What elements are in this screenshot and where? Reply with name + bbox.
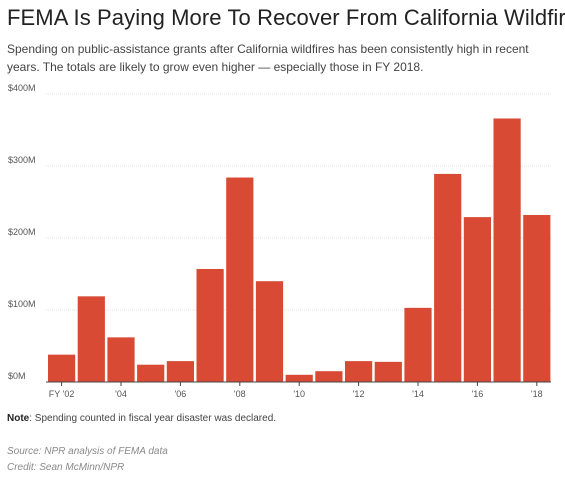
x-tick-label: '12: [353, 389, 365, 399]
bar-'03: [77, 296, 105, 382]
x-tick-label: '16: [472, 389, 484, 399]
y-axis-labels: $0M $100M $200M $300M $400M: [8, 83, 36, 381]
bar-'13: [374, 361, 402, 382]
bars: [46, 118, 551, 383]
bar-'14: [404, 307, 432, 382]
bar-FY '02: [48, 354, 76, 382]
x-tick-label: '10: [293, 389, 305, 399]
chart-note: Note: Spending counted in fiscal year di…: [7, 413, 276, 424]
x-axis-labels: FY '02 '04 '06 '08 '10 '12 '14 '16 '18: [49, 389, 543, 399]
bar-'18: [523, 214, 551, 382]
x-tick-label: '14: [412, 389, 424, 399]
bar-'11: [315, 371, 343, 382]
x-tick-label: '06: [175, 389, 187, 399]
bar-'08: [226, 177, 254, 382]
bar-'12: [345, 361, 373, 382]
chart-credit: Credit: Sean McMinn/NPR: [7, 462, 125, 473]
x-axis-ticks: [61, 382, 538, 386]
bar-'10: [285, 374, 313, 382]
x-tick-label: '08: [234, 389, 246, 399]
bar-'16: [463, 217, 491, 382]
bar-chart: $0M $100M $200M $300M $400M FY '02 '04 '06 '08 '…: [8, 83, 551, 399]
bar-'05: [137, 364, 165, 382]
y-tick-label: $200M: [8, 227, 36, 237]
x-tick-label: '18: [531, 389, 543, 399]
bar-'07: [196, 268, 224, 382]
bar-'17: [493, 118, 521, 383]
chart-source: Source: NPR analysis of FEMA data: [7, 446, 168, 457]
y-tick-label: $300M: [8, 155, 36, 165]
note-text: : Spending counted in fiscal year disast…: [29, 413, 277, 424]
y-tick-label: $400M: [8, 83, 36, 93]
bar-'15: [434, 173, 462, 382]
bar-'04: [107, 337, 135, 382]
chart-title: FEMA Is Paying More To Recover From Cali…: [7, 5, 565, 30]
chart-subtitle: Spending on public-assistance grants aft…: [7, 42, 529, 74]
y-tick-label: $100M: [8, 299, 36, 309]
bar-'06: [166, 361, 194, 382]
y-tick-label: $0M: [8, 371, 26, 381]
x-tick-label: '04: [115, 389, 127, 399]
note-label: Note: [7, 413, 30, 424]
x-tick-label: FY '02: [49, 389, 75, 399]
bar-'09: [255, 281, 284, 382]
